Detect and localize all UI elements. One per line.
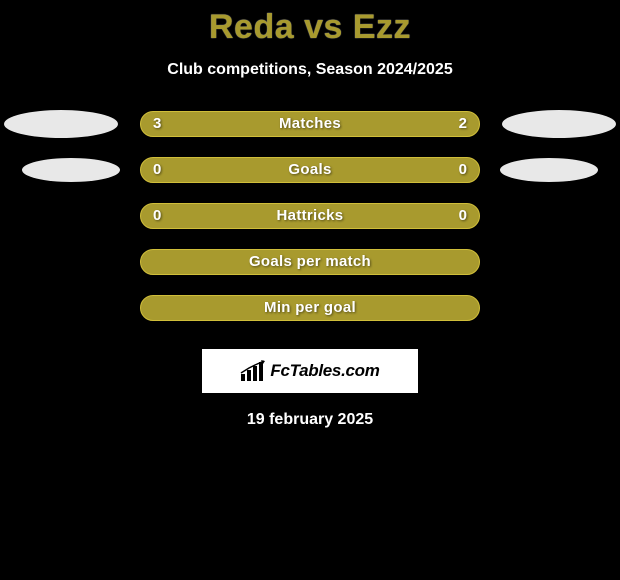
stat-label: Goals per match xyxy=(141,253,479,270)
stat-rows: 3 Matches 2 0 Goals 0 0 Hattricks 0 Goal… xyxy=(0,111,620,341)
stat-row: Min per goal xyxy=(0,295,620,341)
stat-bar-goals-per-match: Goals per match xyxy=(140,249,480,275)
stat-label: Min per goal xyxy=(141,299,479,316)
brand-text: FcTables.com xyxy=(270,361,379,381)
team-logo-placeholder xyxy=(500,158,598,182)
stat-row: 0 Goals 0 xyxy=(0,157,620,203)
chart-icon xyxy=(240,360,266,382)
stat-row: 3 Matches 2 xyxy=(0,111,620,157)
stat-bar-matches: 3 Matches 2 xyxy=(140,111,480,137)
team-logo-placeholder xyxy=(4,110,118,138)
stat-label: Goals xyxy=(141,161,479,178)
stat-right-value: 0 xyxy=(459,207,467,224)
subtitle: Club competitions, Season 2024/2025 xyxy=(0,61,620,79)
stat-bar-goals: 0 Goals 0 xyxy=(140,157,480,183)
page-title: Reda vs Ezz xyxy=(0,0,620,47)
stat-label: Hattricks xyxy=(141,207,479,224)
stat-row: Goals per match xyxy=(0,249,620,295)
team-logo-placeholder xyxy=(22,158,120,182)
brand-logo: FcTables.com xyxy=(202,349,418,393)
footer-date: 19 february 2025 xyxy=(0,411,620,429)
stat-right-value: 2 xyxy=(459,115,467,132)
stat-bar-min-per-goal: Min per goal xyxy=(140,295,480,321)
stat-bar-hattricks: 0 Hattricks 0 xyxy=(140,203,480,229)
team-logo-placeholder xyxy=(502,110,616,138)
stat-right-value: 0 xyxy=(459,161,467,178)
stat-label: Matches xyxy=(141,115,479,132)
stat-row: 0 Hattricks 0 xyxy=(0,203,620,249)
